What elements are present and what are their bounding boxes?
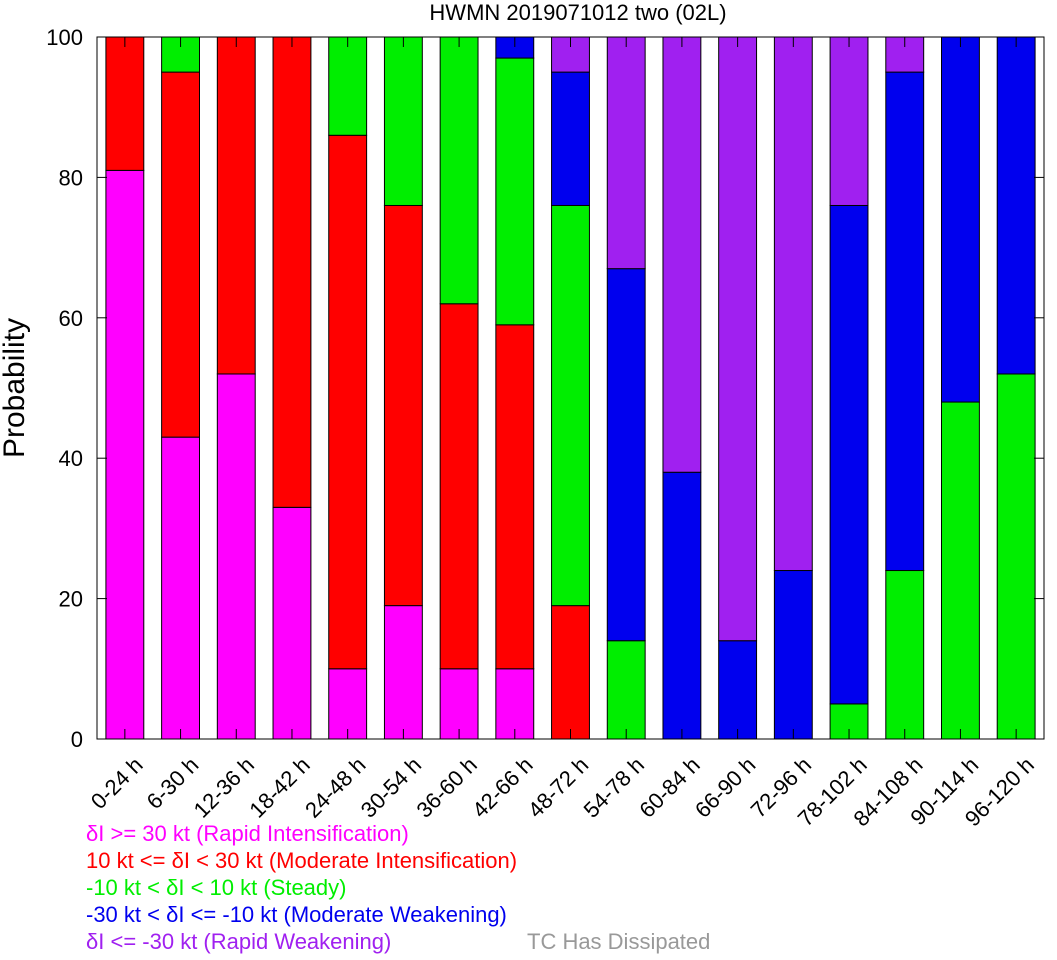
bar-segment-72-96h-s4 <box>773 36 813 572</box>
bar-segment-36-60h-s0 <box>439 668 479 740</box>
x-tick-label-42-66h: 42-66 h <box>467 752 537 822</box>
y-tick-label-20: 20 <box>59 587 83 612</box>
y-tick-label-100: 100 <box>46 25 83 50</box>
y-tick-label-40: 40 <box>59 446 83 471</box>
bar-segment-48-72h-s2 <box>551 204 590 607</box>
bar-segment-42-66h-s2 <box>495 57 535 326</box>
legend-rapid-weakening: δI <= -30 kt (Rapid Weakening) <box>86 929 392 954</box>
bar-segment-54-78h-s4 <box>606 36 646 270</box>
bars-layer <box>105 36 1036 740</box>
bar-segment-78-102h-s3 <box>829 204 869 705</box>
x-tick-label-12-36h: 12-36 h <box>189 752 259 822</box>
x-tick-label-66-90h: 66-90 h <box>690 752 760 822</box>
bar-segment-96-120h-s3 <box>996 36 1036 375</box>
bar-segment-78-102h-s4 <box>829 36 869 206</box>
bar-segment-30-54h-s1 <box>383 204 423 607</box>
x-tick-label-30-54h: 30-54 h <box>356 752 426 822</box>
bar-segment-60-84h-s4 <box>662 36 702 473</box>
bar-segment-12-36h-s1 <box>216 36 256 375</box>
bar-segment-36-60h-s2 <box>439 36 479 305</box>
x-tick-label-36-60h: 36-60 h <box>411 752 481 822</box>
bar-segment-84-108h-s3 <box>885 71 925 572</box>
legend-tc-dissipated: TC Has Dissipated <box>527 929 711 954</box>
bar-segment-36-60h-s1 <box>439 303 479 670</box>
bar-segment-42-66h-s1 <box>495 324 535 670</box>
x-tick-label-18-42h: 18-42 h <box>244 752 314 822</box>
legend-steady: -10 kt < δI < 10 kt (Steady) <box>86 875 347 900</box>
bar-segment-30-54h-s2 <box>383 36 423 206</box>
bar-segment-0-24h-s0 <box>105 169 145 740</box>
y-tick-label-0: 0 <box>71 727 83 752</box>
bar-segment-48-72h-s3 <box>551 71 590 206</box>
bar-segment-6-30h-s0 <box>161 436 200 740</box>
chart-title: HWMN 2019071012 two (02L) <box>429 0 726 25</box>
bar-segment-0-24h-s1 <box>105 36 145 171</box>
bar-segment-72-96h-s3 <box>773 570 813 740</box>
bar-segment-66-90h-s4 <box>718 36 758 642</box>
bar-segment-54-78h-s3 <box>606 268 646 642</box>
x-tick-label-60-84h: 60-84 h <box>634 752 704 822</box>
bar-segment-6-30h-s1 <box>161 71 200 438</box>
bar-segment-54-78h-s2 <box>606 640 646 740</box>
bar-segment-66-90h-s3 <box>718 640 758 740</box>
bar-segment-84-108h-s2 <box>885 570 925 740</box>
bar-segment-42-66h-s0 <box>495 668 535 740</box>
bar-segment-84-108h-s4 <box>885 36 925 73</box>
x-tick-label-54-78h: 54-78 h <box>579 752 649 822</box>
bar-segment-96-120h-s2 <box>996 373 1036 740</box>
bar-segment-60-84h-s3 <box>662 471 702 740</box>
bar-segment-24-48h-s1 <box>328 134 368 670</box>
bar-segment-18-42h-s0 <box>272 506 312 740</box>
bar-segment-24-48h-s2 <box>328 36 368 136</box>
bar-segment-90-114h-s3 <box>941 36 980 403</box>
legend-moderate-weakening: -30 kt < δI <= -10 kt (Moderate Weakenin… <box>86 902 507 927</box>
y-tick-label-60: 60 <box>59 306 83 331</box>
x-tick-label-48-72h: 48-72 h <box>523 752 593 822</box>
x-tick-label-0-24h: 0-24 h <box>86 752 148 814</box>
bar-segment-18-42h-s1 <box>272 36 312 508</box>
bar-segment-30-54h-s0 <box>383 605 423 740</box>
y-axis-label: Probability <box>0 318 31 458</box>
legend-rapid-intensification: δI >= 30 kt (Rapid Intensification) <box>86 821 409 846</box>
bar-segment-90-114h-s2 <box>941 401 980 740</box>
y-tick-label-80: 80 <box>59 165 83 190</box>
bar-segment-12-36h-s0 <box>216 373 256 740</box>
y-axis-ticks: 0 20 40 60 80 100 <box>46 25 1044 752</box>
bar-segment-48-72h-s1 <box>551 605 590 740</box>
legend-moderate-intensification: 10 kt <= δI < 30 kt (Moderate Intensific… <box>86 848 518 873</box>
x-tick-label-24-48h: 24-48 h <box>300 752 370 822</box>
bar-segment-24-48h-s0 <box>328 668 368 740</box>
